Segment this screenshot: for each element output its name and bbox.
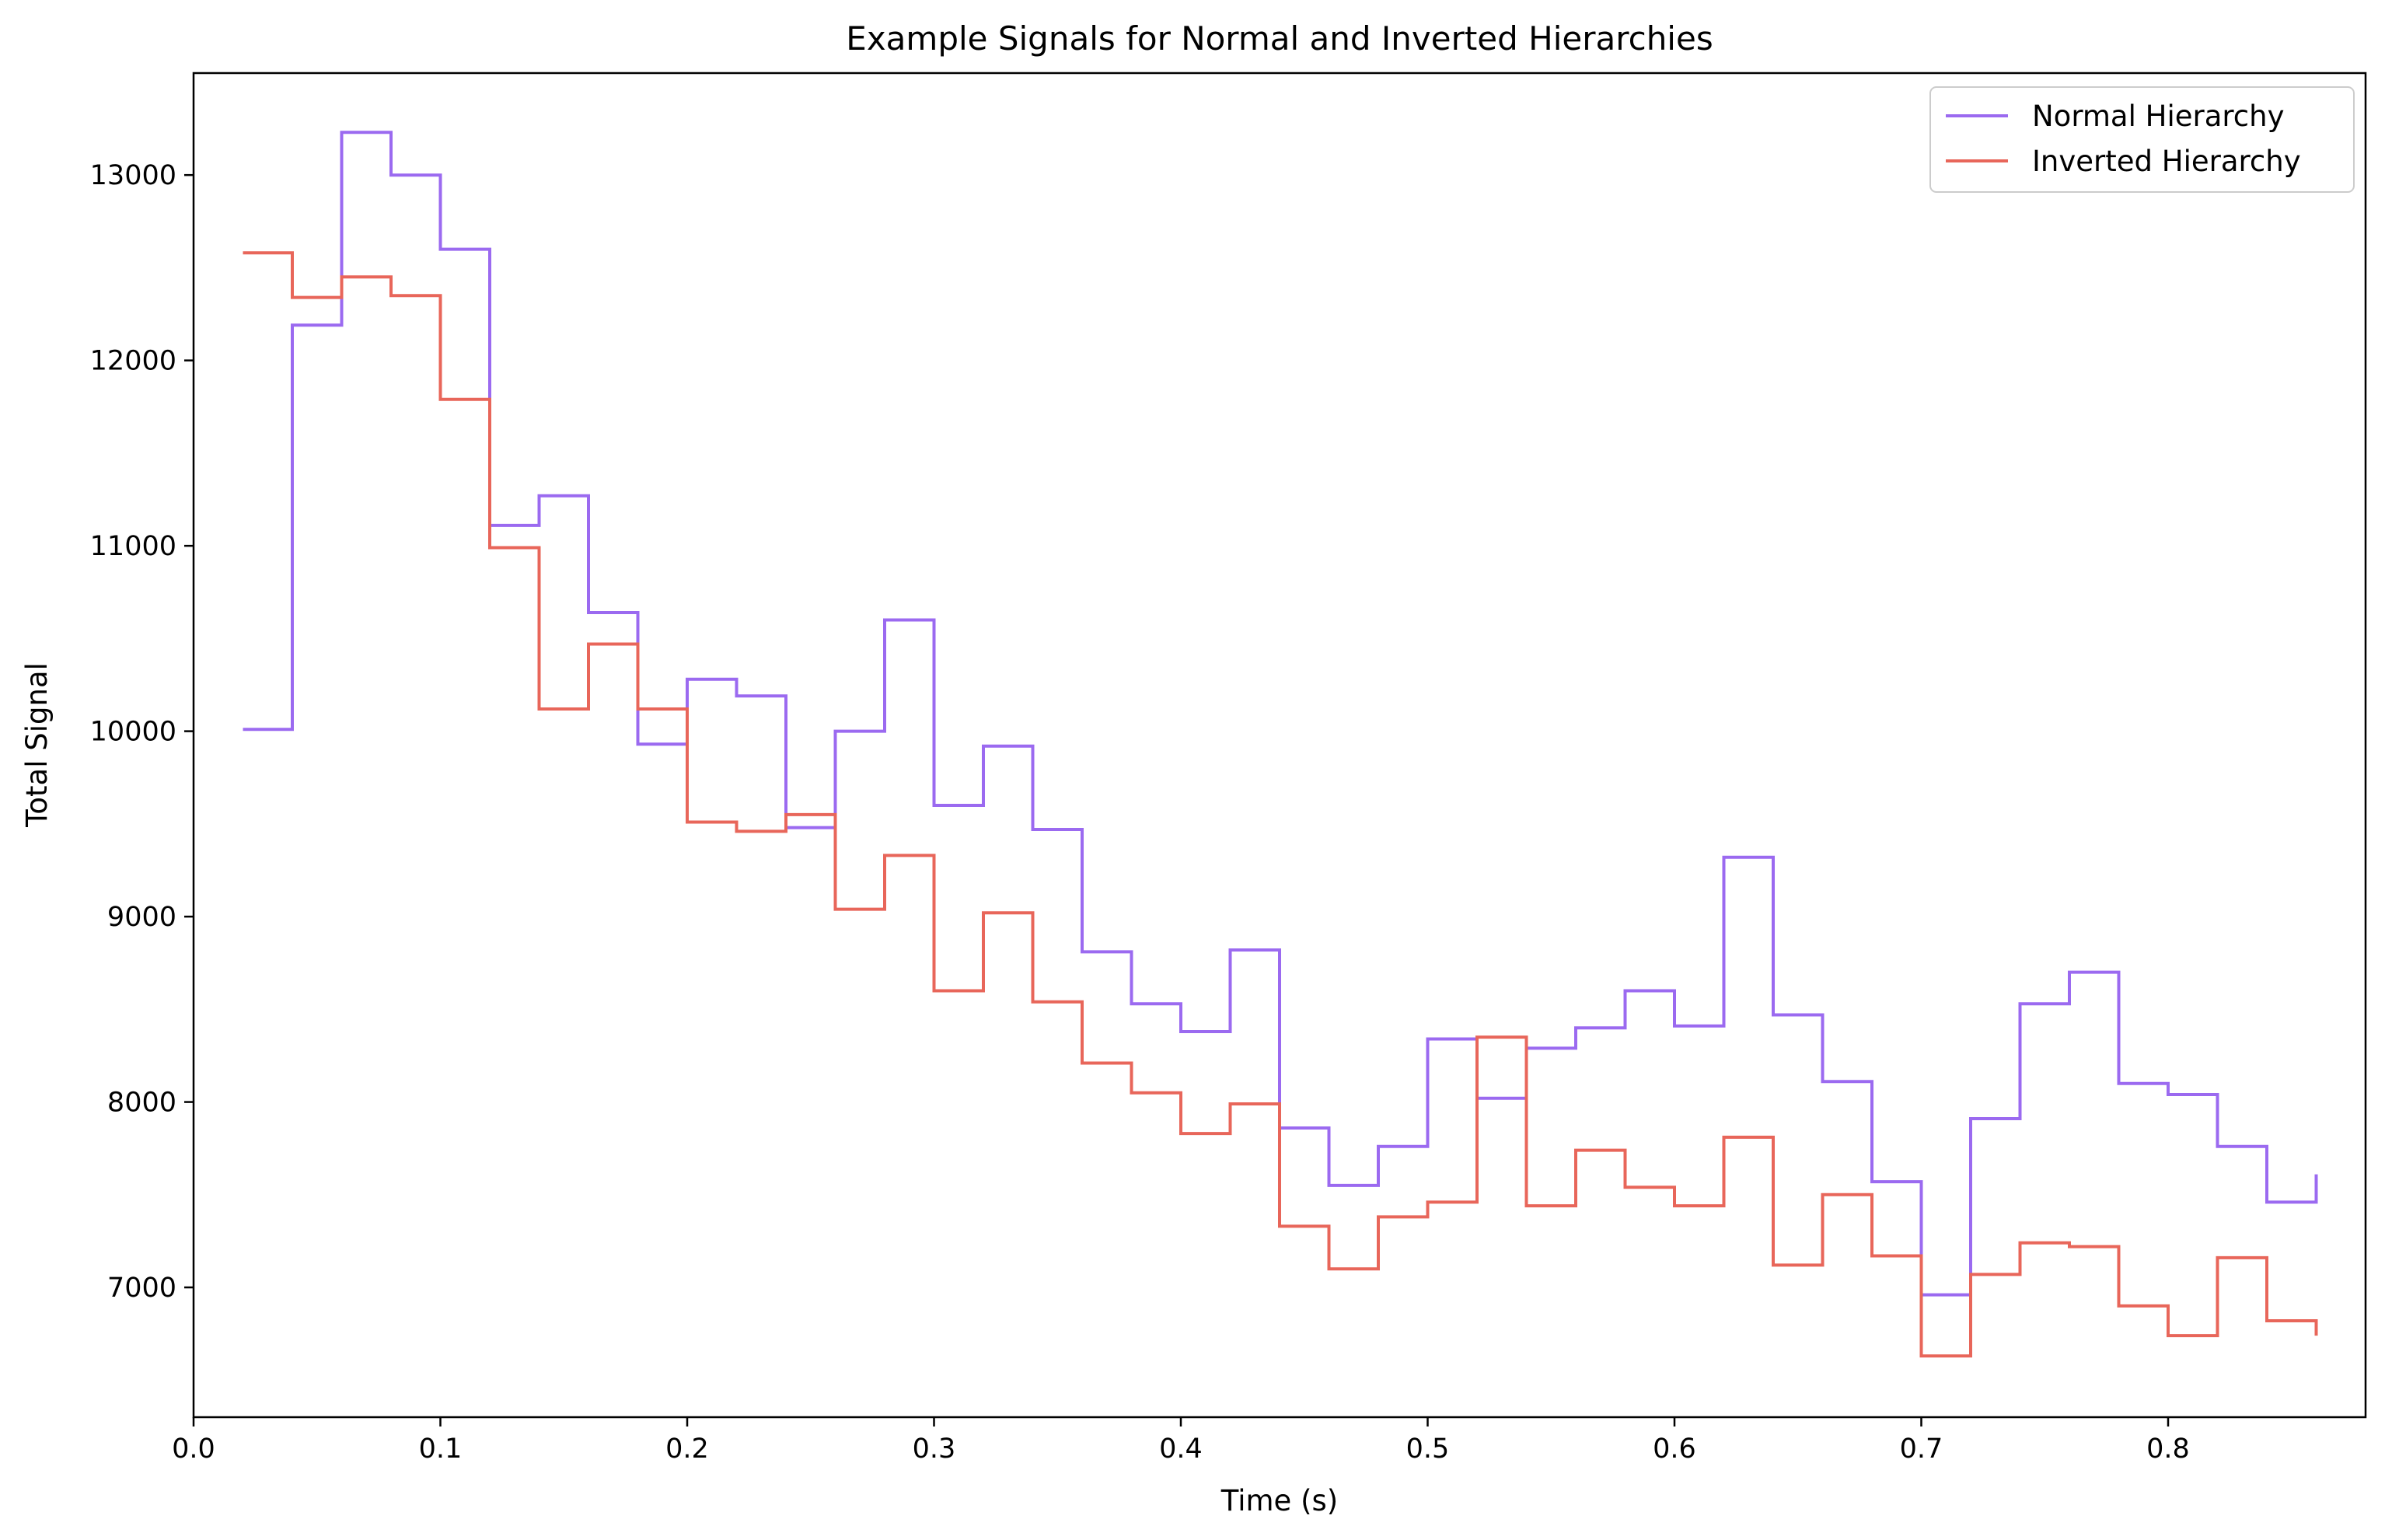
- legend-box: [1929, 86, 2355, 193]
- plot-frame: [192, 72, 2367, 1419]
- chart-title: Example Signals for Normal and Inverted …: [846, 19, 1713, 58]
- y-tick-label: 8000: [107, 1088, 176, 1119]
- y-tick-label: 7000: [107, 1273, 176, 1304]
- x-tick-label: 0.1: [419, 1433, 463, 1465]
- x-tick-label: 0.2: [665, 1433, 709, 1465]
- legend: Normal Hierarchy Inverted Hierarchy: [1929, 86, 2355, 193]
- series-layer: [243, 131, 2318, 1358]
- x-tick-label: 0.3: [913, 1433, 956, 1465]
- x-tick-label: 0.7: [1900, 1433, 1943, 1465]
- y-tick-label: 13000: [90, 160, 176, 191]
- plot-area: [192, 72, 2367, 1419]
- legend-label-inverted-hierarchy: Inverted Hierarchy: [2032, 145, 2301, 178]
- x-tick-label: 0.8: [2146, 1433, 2190, 1465]
- y-axis-label: Total Signal: [20, 662, 54, 828]
- x-axis-label: Time (s): [1220, 1484, 1338, 1517]
- series-line-inverted-hierarchy: [243, 251, 2318, 1358]
- y-tick-label: 9000: [107, 902, 176, 933]
- y-tick-label: 10000: [90, 717, 176, 748]
- x-tick-label: 0.4: [1159, 1433, 1203, 1465]
- x-axis: 0.0 0.1 0.2 0.3 0.4 0.5 0.6 0.7 0.8: [172, 1417, 2190, 1465]
- x-tick-label: 0.5: [1406, 1433, 1450, 1465]
- y-axis: 7000 8000 9000 10000 11000 12000 13000: [90, 160, 194, 1304]
- y-tick-label: 12000: [90, 346, 176, 377]
- x-tick-label: 0.0: [172, 1433, 215, 1465]
- legend-label-normal-hierarchy: Normal Hierarchy: [2032, 100, 2284, 133]
- y-tick-label: 11000: [90, 531, 176, 562]
- x-tick-label: 0.6: [1653, 1433, 1696, 1465]
